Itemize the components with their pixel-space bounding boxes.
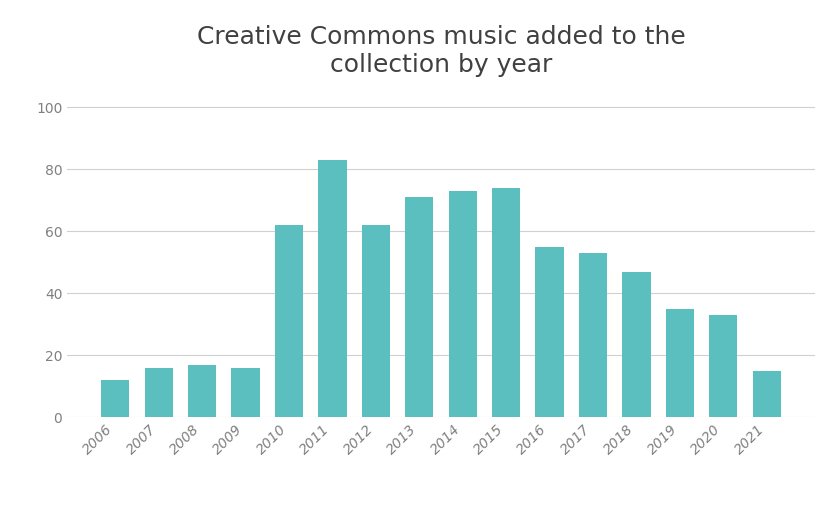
Bar <box>188 364 216 417</box>
Bar <box>232 367 260 417</box>
Bar <box>579 253 607 417</box>
Bar <box>535 247 564 417</box>
Bar <box>362 225 390 417</box>
Bar <box>275 225 303 417</box>
Bar <box>405 197 433 417</box>
Bar <box>449 191 477 417</box>
Title: Creative Commons music added to the
collection by year: Creative Commons music added to the coll… <box>197 25 685 77</box>
Bar <box>492 188 520 417</box>
Bar <box>709 315 738 417</box>
Bar <box>622 272 650 417</box>
Bar <box>666 309 694 417</box>
Bar <box>318 160 347 417</box>
Bar <box>144 367 173 417</box>
Bar <box>101 380 129 417</box>
Bar <box>753 371 781 417</box>
